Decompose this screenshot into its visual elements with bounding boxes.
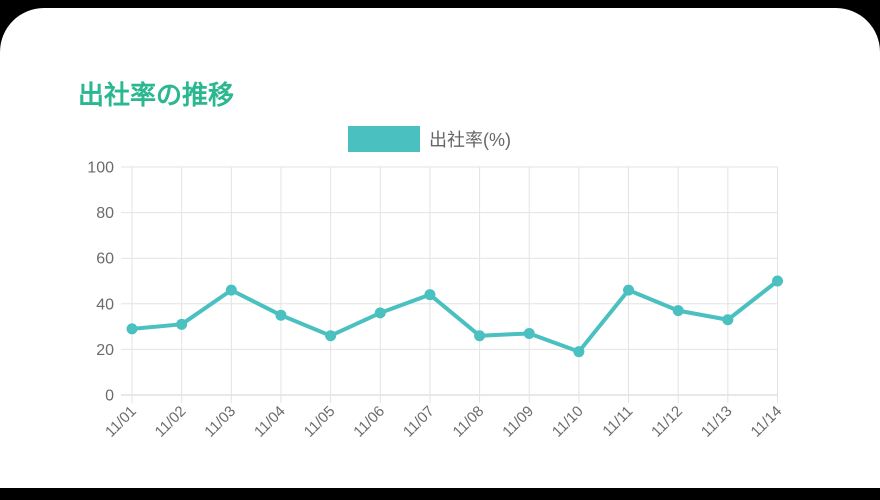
x-axis-tick-label: 11/07: [400, 403, 438, 441]
y-axis-tick-label: 0: [105, 388, 114, 405]
x-axis-tick-label: 11/03: [201, 403, 239, 441]
data-point[interactable]: [722, 314, 734, 326]
legend-color-swatch: [348, 126, 420, 152]
data-point[interactable]: [672, 305, 684, 317]
x-axis-tick-label: 11/05: [301, 403, 339, 441]
data-point[interactable]: [225, 284, 237, 296]
y-axis-tick-label: 100: [87, 160, 114, 177]
data-point[interactable]: [573, 346, 585, 358]
y-axis-tick-label: 40: [96, 296, 114, 313]
y-axis-tick-label: 80: [96, 205, 114, 222]
data-point[interactable]: [623, 284, 635, 296]
chart-card: [0, 8, 880, 488]
x-axis-tick-label: 11/11: [599, 403, 636, 440]
chart-legend-item[interactable]: 出社率(%): [348, 126, 511, 152]
data-point[interactable]: [523, 327, 535, 339]
x-axis-tick-label: 11/10: [549, 403, 587, 441]
data-point[interactable]: [126, 323, 138, 335]
data-line: [130, 279, 780, 354]
x-axis-tick-label: 11/01: [102, 403, 140, 441]
data-point[interactable]: [275, 309, 287, 321]
y-axis-tick-label: 60: [96, 251, 114, 268]
x-axis-tick-label: 11/04: [251, 403, 289, 441]
x-axis-tick-label: 11/06: [350, 403, 388, 441]
data-point[interactable]: [176, 318, 188, 330]
x-axis-tick-label: 11/09: [499, 403, 537, 441]
page-title: 出社率の推移: [78, 80, 235, 111]
x-axis-tick-label: 11/02: [152, 403, 190, 441]
x-axis-tick-label: 11/13: [698, 403, 736, 441]
x-axis-tick-label: 11/14: [748, 403, 786, 441]
x-axis-tick-label: 11/08: [450, 403, 488, 441]
y-axis-tick-label: 20: [96, 342, 114, 359]
data-point[interactable]: [374, 307, 386, 319]
data-point[interactable]: [424, 289, 436, 301]
data-point[interactable]: [325, 330, 337, 342]
x-axis-tick-label: 11/12: [648, 403, 686, 441]
data-point[interactable]: [474, 330, 486, 342]
legend-label: 出社率(%): [429, 130, 511, 150]
data-point[interactable]: [772, 275, 783, 287]
